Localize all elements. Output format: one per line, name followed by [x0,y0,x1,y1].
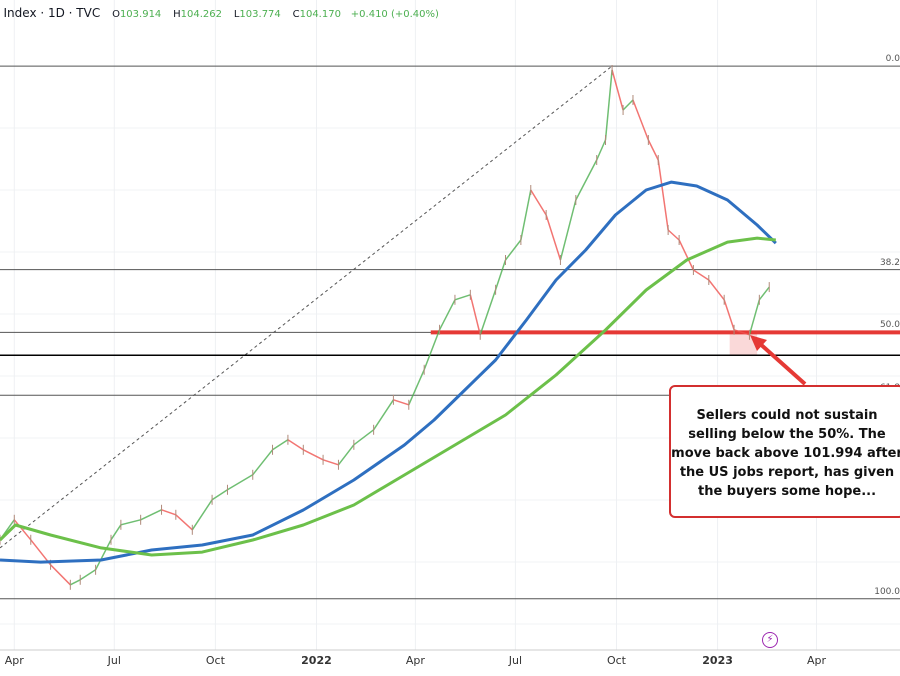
open-label: O [112,9,120,20]
x-tick-label: Apr [405,654,425,667]
fib-level-label: 38.2 [879,257,900,268]
fib-trendline [0,65,613,549]
price-segment [692,269,710,281]
price-segment [353,429,375,446]
close-label: C [292,9,300,20]
price-segment [140,509,162,521]
fib-level-label: 100.0 [874,586,900,597]
price-segment [252,449,274,476]
chart-header: cy Index · 1D · TVC O103.914 H104.262 L1… [0,6,439,20]
price-segment [667,229,680,241]
price-segment [373,399,395,431]
close-value: 104.170 [299,9,341,20]
annotation-arrowhead [750,335,767,351]
price-segment [211,489,228,501]
price-segment [559,199,577,261]
price-segment [50,564,71,586]
price-segment [438,299,456,331]
x-tick-label: Apr [4,654,24,667]
price-segment [723,299,735,331]
price-segment [120,519,141,526]
price-segment [604,69,613,141]
lightning-event-icon[interactable]: ⚡ [762,632,778,648]
price-segment [393,399,410,406]
annotation-callout: Sellers could not sustain selling below … [669,385,900,518]
price-segment [758,286,770,301]
price-segment [287,439,304,451]
price-segment [520,189,532,241]
x-tick-label: 2023 [702,654,733,667]
change-value: +0.410 (+0.40%) [350,9,439,20]
price-segment [302,449,324,461]
price-segment [479,289,497,336]
price-segment [13,519,32,541]
price-segment [191,499,213,531]
x-tick-label: Oct [606,654,626,667]
price-segment [408,369,425,406]
price-segment [504,239,522,261]
price-segment [632,99,650,141]
price-segment [678,239,695,271]
price-segment [708,279,725,301]
low-label: L [233,9,240,20]
price-segment [337,444,355,466]
price-segment [227,474,254,491]
fib-level-label: 0.0 [885,54,900,65]
price-segment [622,99,634,111]
shaded-zone [729,332,758,356]
price-segment [423,329,441,371]
price-segment [494,259,507,291]
x-tick-label: 2022 [301,654,332,667]
open-value: 103.914 [119,9,162,20]
moving-average-line [0,236,776,557]
x-tick-label: Jul [508,654,523,667]
price-segment [94,539,112,571]
low-value: 103.774 [239,9,281,20]
price-segment [530,189,547,216]
price-segment [575,159,598,201]
price-segment [657,159,669,231]
price-segment [69,579,81,586]
x-tick-label: Apr [806,654,826,667]
price-segment [545,214,562,261]
high-value: 104.262 [180,9,223,20]
price-segment [175,514,193,531]
price-segment [110,524,122,541]
price-segment [161,509,177,516]
price-segment [748,299,761,335]
price-segment [469,294,481,335]
price-segment [733,329,750,336]
price-segment [611,69,624,111]
price-segment [647,139,659,161]
symbol-label: cy Index · 1D · TVC [0,6,101,20]
high-label: H [173,9,181,20]
x-tick-label: Oct [205,654,225,667]
price-segment [454,294,471,301]
price-segment [322,459,339,466]
x-tick-label: Jul [107,654,121,667]
moving-average-line [0,180,777,564]
fib-level-label: 50.0 [879,320,900,331]
price-segment [79,569,97,581]
annotation-arrow [756,340,807,386]
price-segment [272,439,289,451]
price-segment [596,139,607,161]
